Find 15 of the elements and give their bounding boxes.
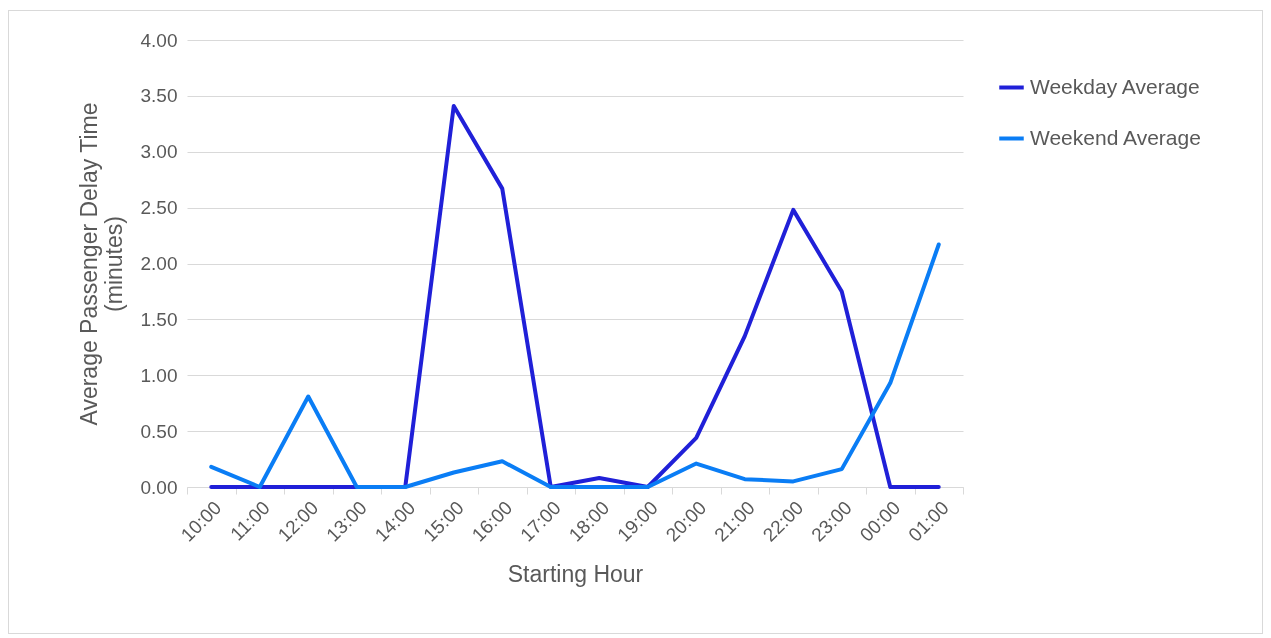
- y-tick-label: 4.00: [140, 29, 178, 51]
- y-tick-label: 1.50: [140, 308, 178, 330]
- y-tick-label: 0.50: [140, 420, 178, 442]
- y-tick-label: 3.00: [140, 141, 178, 163]
- legend-label: Weekday Average: [1030, 74, 1200, 98]
- y-axis-title: Average Passenger Delay Time (minutes): [75, 102, 127, 426]
- y-tick-label: 0.00: [140, 476, 178, 498]
- x-axis-title: Starting Hour: [507, 560, 644, 587]
- line-series: [209, 103, 941, 489]
- line-series: [209, 242, 941, 489]
- y-tick-label: 2.00: [140, 253, 178, 274]
- y-tick-label: 1.00: [140, 364, 178, 386]
- y-tick-label: 3.50: [140, 85, 178, 107]
- legend-label: Weekend Average: [1030, 125, 1201, 149]
- y-tick-label: 2.50: [140, 197, 178, 219]
